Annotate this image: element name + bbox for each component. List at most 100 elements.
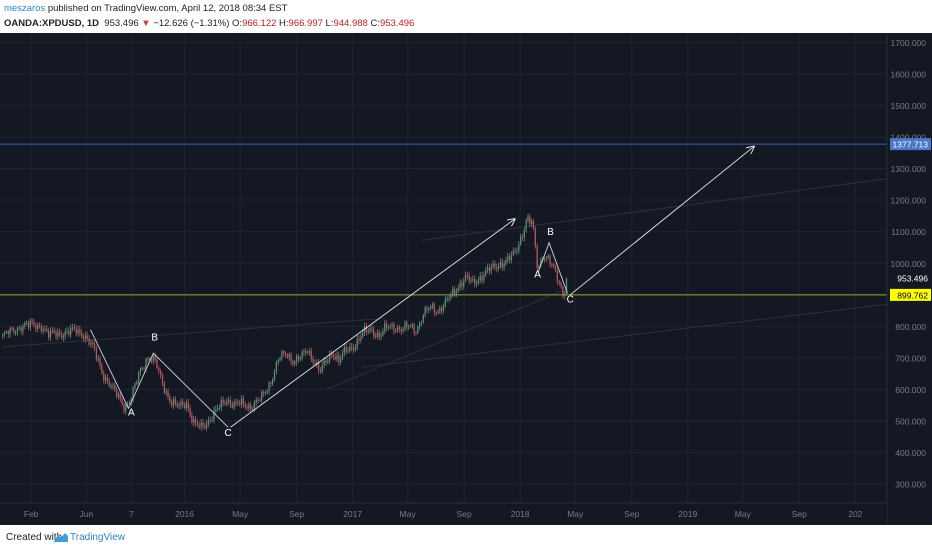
candle-body (358, 338, 360, 341)
candle-body (330, 353, 333, 355)
candle-body (450, 294, 452, 299)
candle-body (327, 361, 329, 363)
candle-body (417, 326, 419, 333)
candle-body (257, 399, 259, 401)
candle-body (205, 423, 208, 429)
candle-body (33, 322, 35, 326)
candle-body (420, 321, 423, 323)
candle-body (227, 400, 230, 402)
candle-body (253, 402, 255, 410)
candle-body (389, 326, 391, 328)
low-value: 944.988 (333, 18, 368, 29)
candle-body (119, 394, 121, 399)
candle-body (281, 351, 283, 358)
chart-area[interactable]: A B C A B C 1700.000 1600.000 1500.000 1400.000 13… (0, 33, 932, 525)
candle-body (180, 401, 182, 406)
candle-body (553, 264, 555, 267)
author-link[interactable]: meszaros (4, 3, 46, 14)
candle-body (354, 347, 356, 350)
candle-body (308, 350, 311, 353)
tradingview-brand[interactable]: TradingView (70, 532, 126, 543)
x-tick-label: Sep (289, 509, 304, 519)
candle-body (108, 380, 110, 387)
candle-body (66, 331, 68, 333)
candle-body (103, 373, 105, 381)
candle-body (211, 420, 213, 422)
candle-body (273, 370, 276, 380)
candle-body (286, 354, 289, 358)
channel-line (2, 317, 384, 348)
candle-body (305, 350, 307, 353)
candle-body (176, 403, 178, 407)
candle-body (97, 358, 99, 360)
wave-label: A (128, 408, 135, 419)
wave-label: A (534, 269, 541, 280)
down-arrow-icon: ▼ (141, 18, 151, 29)
candle-body (464, 275, 467, 282)
candle-body (240, 398, 243, 405)
candle-body (152, 355, 154, 361)
candle-body (143, 367, 145, 369)
candle-body (441, 307, 443, 311)
x-tick-label: 2019 (678, 509, 697, 519)
candle-body (492, 263, 494, 268)
candle-body (92, 342, 94, 345)
candle-body (222, 400, 224, 404)
candle-body (84, 335, 87, 339)
candle-body (336, 355, 338, 360)
candle-body (332, 354, 334, 357)
candle-body (5, 331, 8, 333)
candle-body (428, 308, 430, 310)
candle-body (44, 328, 46, 330)
candle-body (554, 266, 557, 270)
candle-body (139, 368, 142, 373)
candle-body (382, 331, 384, 335)
candle-body (349, 346, 351, 351)
candle-body (121, 398, 123, 405)
price-chart[interactable]: ABCABC1700.0001600.0001500.0001400.00013… (0, 33, 932, 525)
candle-body (411, 324, 413, 326)
candle-body (415, 332, 417, 334)
candle-body (270, 382, 272, 384)
candle-body (196, 422, 199, 426)
candle-body (9, 328, 11, 335)
candle-body (235, 402, 237, 404)
resistance-price-tag-bg (890, 138, 931, 151)
candle-body (459, 282, 461, 288)
tradingview-logo-icon (54, 533, 68, 542)
candle-body (435, 312, 437, 314)
candle-body (519, 237, 522, 245)
candle-body (393, 324, 395, 331)
candle-body (325, 360, 327, 363)
candle-body (523, 229, 525, 238)
high-label: H: (279, 18, 289, 29)
candle-body (466, 275, 469, 277)
candle-body (158, 368, 160, 372)
candle-body (448, 298, 450, 300)
candle-body (138, 372, 140, 382)
y-tick-label: 300.000 (895, 480, 926, 490)
support-price-tag: 899.762 (897, 290, 928, 300)
candle-body (400, 329, 402, 332)
candle-body (16, 328, 19, 333)
candle-body (384, 323, 386, 332)
candle-body (283, 351, 285, 353)
candle-body (60, 334, 63, 339)
candle-body (301, 352, 303, 359)
candle-body (275, 362, 278, 371)
candle-body (404, 322, 406, 330)
candle-body (514, 250, 516, 252)
candle-body (547, 255, 549, 258)
candle-body (439, 307, 441, 312)
created-with-text: Created with (6, 532, 63, 543)
candle-body (220, 400, 222, 408)
candle-body (231, 404, 233, 408)
candle-body (191, 415, 193, 423)
candle-body (200, 422, 202, 427)
candle-body (564, 292, 566, 296)
y-tick-label: 1100.000 (891, 227, 926, 237)
candle-body (505, 260, 507, 265)
candle-body (367, 331, 369, 333)
candle-body (68, 331, 70, 335)
candle-body (562, 286, 564, 296)
